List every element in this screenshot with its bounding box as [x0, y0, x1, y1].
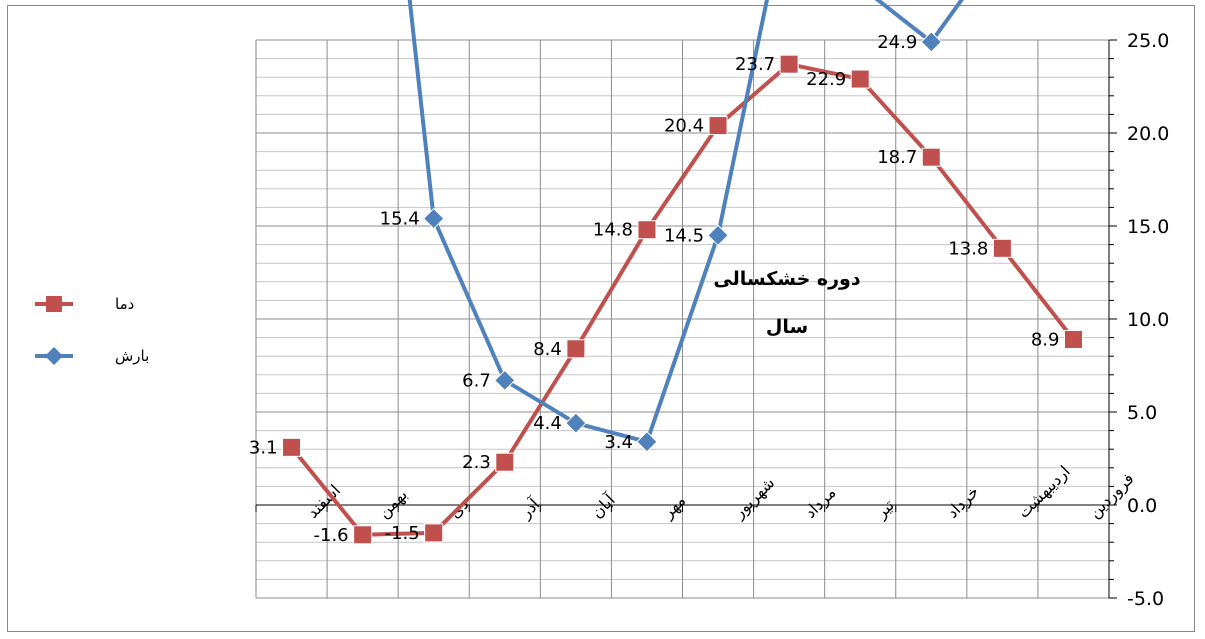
- data-point-marker: [920, 31, 942, 53]
- category-label: تیر: [871, 496, 899, 524]
- category-axis: اسفند بهمن دی آذر آبان مهر شهریور مرداد تیر خرداد…: [255, 462, 1138, 524]
- value-tick-label: 0.0: [1127, 495, 1157, 517]
- series-line-0: [289, 62, 1076, 537]
- data-label: 3.4: [604, 432, 633, 453]
- annotation-line-1: دوره خشکسالی: [713, 268, 860, 290]
- data-point-marker: [495, 452, 515, 472]
- data-point-marker: [282, 437, 302, 457]
- data-label: -1.5: [385, 523, 420, 544]
- data-label: 23.7: [735, 54, 775, 75]
- data-point-marker: [708, 116, 728, 136]
- data-point-marker: [992, 238, 1012, 258]
- legend-label: دما: [115, 295, 134, 313]
- data-point-marker: [423, 207, 445, 230]
- drought-annotation: دوره خشکسالی سال: [713, 268, 860, 338]
- value-tick-label: 25.0: [1127, 30, 1169, 52]
- legend-marker: [46, 296, 62, 312]
- data-label: 18.7: [877, 147, 917, 168]
- value-tick-label: 10.0: [1127, 309, 1169, 331]
- plot-grid: [255, 39, 1110, 599]
- data-label: 3.1: [249, 437, 278, 458]
- data-label: 22.9: [806, 69, 846, 90]
- data-label: 13.8: [948, 238, 988, 259]
- data-point-marker: [921, 147, 941, 167]
- data-point-marker: [636, 431, 658, 453]
- series-layer: [282, 0, 1083, 545]
- data-point-marker: [637, 220, 657, 240]
- value-axis: -5.0 0.0 5.0 10.0 15.0 20.0 25.0: [1108, 30, 1169, 610]
- legend-marker: [45, 347, 63, 365]
- data-point-marker: [353, 525, 373, 545]
- data-point-marker: [779, 54, 799, 74]
- annotation-line-2: سال: [766, 316, 808, 338]
- data-label: 4.4: [533, 413, 562, 434]
- data-point-marker: [565, 412, 587, 434]
- data-point-marker: [566, 339, 586, 359]
- data-point-marker: [707, 224, 729, 247]
- data-label: 14.8: [593, 220, 633, 241]
- data-label: 8.9: [1031, 329, 1060, 350]
- data-label: 20.4: [664, 116, 704, 137]
- series-line-1: [407, 0, 964, 444]
- value-tick-label: -5.0: [1127, 588, 1164, 610]
- category-label: مرداد: [801, 483, 841, 523]
- category-label: خرداد: [943, 482, 984, 523]
- value-tick-label: 20.0: [1127, 123, 1169, 145]
- category-label: اردیبهشت: [1014, 462, 1075, 523]
- data-label: 14.5: [664, 225, 704, 246]
- legend-label: بارش: [115, 347, 149, 365]
- value-tick-label: 15.0: [1127, 216, 1169, 238]
- data-point-marker: [424, 523, 444, 543]
- data-labels: 3.1 -1.6 -1.5 2.3 8.4 14.8 20.4 23.7 22.9 18.7 13.…: [249, 32, 1060, 546]
- data-label: -1.6: [314, 525, 349, 546]
- data-label: 15.4: [380, 209, 420, 230]
- value-tick-label: 5.0: [1127, 402, 1157, 424]
- data-point-marker: [850, 69, 870, 89]
- data-label: 8.4: [533, 339, 562, 360]
- data-label: 24.9: [877, 32, 917, 53]
- category-label: مهر: [658, 491, 690, 523]
- data-label: 6.7: [462, 370, 491, 391]
- data-label: 2.3: [462, 452, 491, 473]
- category-label: بهمن: [374, 485, 412, 523]
- data-point-marker: [1063, 329, 1083, 349]
- data-point-marker: [494, 369, 516, 392]
- category-label: آبان: [587, 489, 620, 522]
- legend: دما بارش: [35, 295, 149, 365]
